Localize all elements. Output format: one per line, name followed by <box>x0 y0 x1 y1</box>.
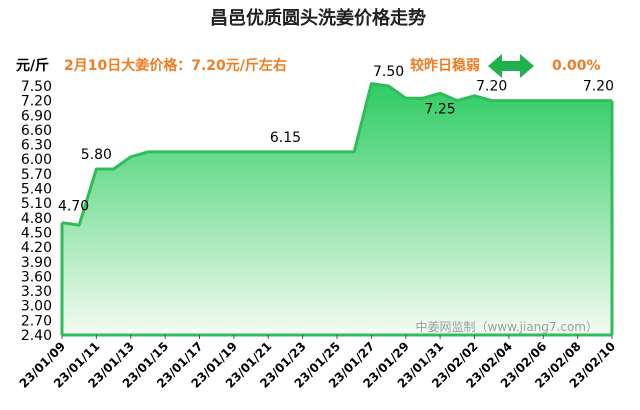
y-tick-label: 6.60 <box>21 123 52 139</box>
y-tick-label: 5.70 <box>21 167 52 183</box>
y-tick-label: 6.90 <box>21 108 52 124</box>
y-axis-unit: 元/斤 <box>16 57 49 74</box>
price-line <box>61 82 612 227</box>
data-label: 4.70 <box>58 199 89 215</box>
plot-area <box>60 82 614 337</box>
data-labels: 4.70 5.80 6.15 7.50 7.25 7.20 7.20 <box>58 64 614 215</box>
chart-title: 昌邑优质圆头洗姜价格走势 <box>210 7 426 29</box>
y-tick-label: 5.40 <box>21 182 52 198</box>
y-tick-label: 3.30 <box>21 284 52 300</box>
y-tick-label: 3.60 <box>21 269 52 285</box>
y-tick-label: 5.10 <box>21 196 52 212</box>
data-label: 5.80 <box>81 147 112 163</box>
area-fill <box>62 83 612 335</box>
y-tick-label: 7.20 <box>21 94 52 110</box>
price-subtitle: 2月10日大姜价格：7.20元/斤左右 <box>64 57 287 74</box>
y-tick-label: 6.00 <box>21 152 52 168</box>
data-label: 7.20 <box>583 79 614 95</box>
y-tick-label: 7.50 <box>21 79 52 95</box>
data-label: 7.20 <box>476 79 507 95</box>
data-label: 6.15 <box>270 130 301 146</box>
y-tick-label: 4.80 <box>21 211 52 227</box>
trend-change: 0.00% <box>552 58 601 74</box>
y-tick-label: 4.50 <box>21 225 52 241</box>
data-label: 7.50 <box>373 64 404 80</box>
y-tick-label: 2.70 <box>21 313 52 329</box>
trend-label: 较昨日稳弱 <box>410 57 480 74</box>
double-arrow-icon <box>488 54 534 78</box>
data-label: 7.25 <box>425 101 456 117</box>
y-tick-label: 3.90 <box>21 255 52 271</box>
watermark: 中姜网监制（www.jiang7.com） <box>416 319 598 334</box>
y-tick-label: 3.00 <box>21 299 52 315</box>
x-axis-ticks: 23/01/0923/01/1123/01/1323/01/1523/01/17… <box>17 335 618 391</box>
y-axis-ticks: 2.402.703.003.303.603.904.204.504.805.10… <box>21 79 52 344</box>
y-tick-label: 2.40 <box>21 328 52 344</box>
y-tick-label: 6.30 <box>21 138 52 154</box>
y-tick-label: 4.20 <box>21 240 52 256</box>
